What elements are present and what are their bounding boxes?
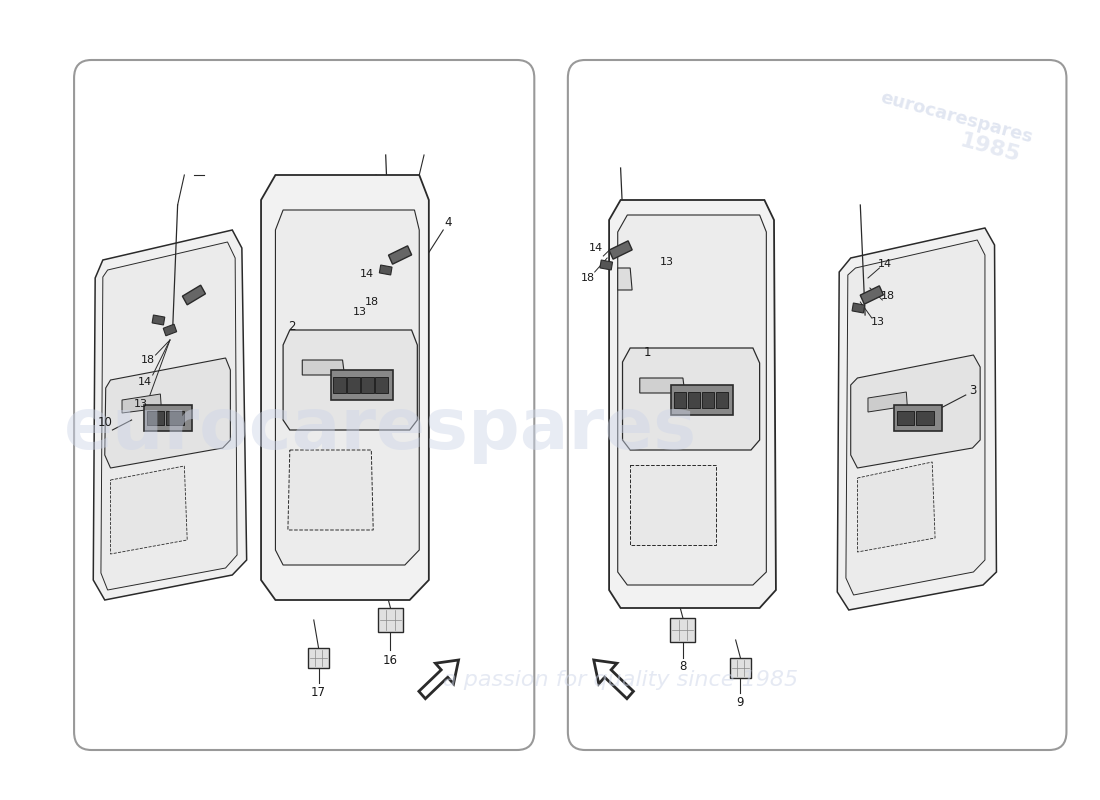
- Text: 1: 1: [644, 346, 651, 358]
- Bar: [671, 618, 695, 642]
- Bar: [147, 411, 165, 425]
- Bar: [379, 265, 392, 275]
- Bar: [860, 286, 883, 304]
- Text: 14: 14: [878, 259, 892, 269]
- Text: 16: 16: [383, 654, 398, 666]
- Text: 18: 18: [141, 355, 155, 365]
- Bar: [152, 315, 165, 325]
- Text: eurocarespares: eurocarespares: [878, 89, 1034, 147]
- Text: 18: 18: [365, 297, 380, 307]
- Bar: [183, 285, 206, 305]
- Polygon shape: [837, 228, 997, 610]
- Bar: [674, 392, 686, 408]
- Bar: [375, 377, 388, 394]
- Polygon shape: [868, 392, 908, 412]
- Polygon shape: [104, 358, 230, 468]
- Text: 10: 10: [97, 415, 112, 429]
- Polygon shape: [618, 268, 632, 290]
- Bar: [609, 241, 632, 259]
- Text: 13: 13: [870, 317, 884, 327]
- Text: 18: 18: [581, 273, 595, 283]
- Text: 8: 8: [679, 661, 686, 674]
- Polygon shape: [850, 355, 980, 468]
- Polygon shape: [101, 242, 238, 590]
- Text: 18: 18: [881, 291, 895, 301]
- Bar: [702, 392, 714, 408]
- Polygon shape: [857, 462, 935, 552]
- Text: 14: 14: [138, 377, 152, 387]
- Text: 4: 4: [444, 217, 452, 230]
- Polygon shape: [110, 466, 187, 554]
- Bar: [362, 377, 374, 394]
- Bar: [730, 658, 751, 678]
- FancyBboxPatch shape: [568, 60, 1066, 750]
- Text: a passion for quality since 1985: a passion for quality since 1985: [443, 670, 799, 690]
- Polygon shape: [846, 240, 984, 595]
- Bar: [388, 246, 411, 264]
- Polygon shape: [261, 175, 429, 600]
- Polygon shape: [640, 378, 685, 393]
- Polygon shape: [623, 348, 760, 450]
- Bar: [896, 411, 914, 425]
- Bar: [716, 392, 728, 408]
- Bar: [671, 385, 734, 415]
- Text: 14: 14: [588, 243, 603, 253]
- Text: 1985: 1985: [957, 130, 1022, 166]
- Bar: [348, 377, 360, 394]
- Polygon shape: [275, 210, 419, 565]
- Text: 13: 13: [660, 257, 673, 267]
- Text: 3: 3: [969, 383, 976, 397]
- Polygon shape: [618, 215, 767, 585]
- Text: 17: 17: [311, 686, 326, 698]
- Text: 13: 13: [353, 307, 366, 317]
- Text: 2: 2: [288, 321, 296, 334]
- Polygon shape: [288, 450, 373, 530]
- Bar: [688, 392, 701, 408]
- Text: eurocarespares: eurocarespares: [64, 395, 697, 465]
- Bar: [144, 405, 192, 431]
- Bar: [163, 324, 177, 336]
- Bar: [331, 370, 393, 400]
- Text: 9: 9: [737, 695, 745, 709]
- FancyBboxPatch shape: [74, 60, 535, 750]
- Polygon shape: [94, 230, 246, 600]
- Bar: [894, 405, 942, 431]
- Bar: [852, 303, 865, 313]
- Bar: [378, 608, 403, 632]
- Text: 13: 13: [134, 399, 148, 409]
- Polygon shape: [283, 330, 417, 430]
- Polygon shape: [302, 360, 344, 375]
- Bar: [308, 648, 329, 668]
- Bar: [333, 377, 346, 394]
- Bar: [166, 411, 184, 425]
- Bar: [916, 411, 934, 425]
- Bar: [600, 260, 613, 270]
- Text: 14: 14: [360, 269, 374, 279]
- Polygon shape: [122, 394, 162, 413]
- Polygon shape: [609, 200, 776, 608]
- Polygon shape: [630, 465, 716, 545]
